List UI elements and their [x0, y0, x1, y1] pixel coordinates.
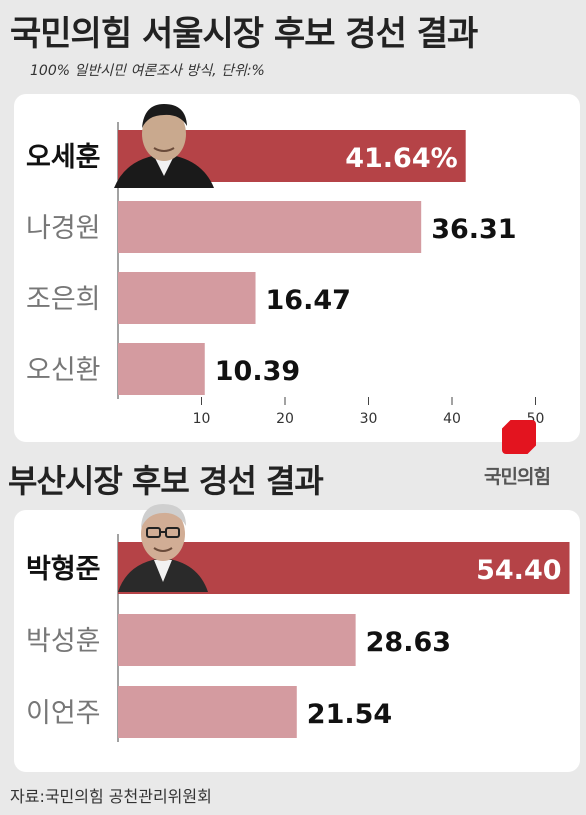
category-label: 박성훈 [26, 626, 101, 657]
park-hyungjoon-photo [118, 504, 208, 592]
bar [118, 201, 422, 253]
value-label: 54.40 [476, 555, 561, 586]
x-tick-label: 40 [443, 411, 461, 427]
category-label: 나경원 [26, 213, 101, 244]
bar [118, 272, 256, 324]
value-label: 10.39 [215, 356, 300, 387]
seoul-panel: 오세훈 41.64% 나경원 36.31 조은희 16.47 오신환 10.39 10 20 30 4… [14, 94, 580, 488]
bar [118, 343, 205, 395]
oh-sehoon-photo [114, 104, 214, 188]
value-label: 28.63 [366, 627, 451, 658]
seoul-chart: 오세훈 41.64% 나경원 36.31 조은희 16.47 오신환 10.39 10 20 30 4… [26, 122, 544, 427]
busan-chart-title: 부산시장 후보 경선 결과 [8, 462, 324, 500]
x-tick-label: 10 [193, 411, 211, 427]
ppp-logo-text: 국민의힘 [484, 466, 551, 488]
source-note: 자료:국민의힘 공천관리위원회 [10, 787, 212, 806]
category-label: 박형준 [26, 554, 101, 585]
chart-title: 국민의힘 서울시장 후보 경선 결과 [10, 14, 478, 54]
busan-chart: 박형준 54.40 박성훈 28.63 이언주 21.54 [26, 534, 570, 742]
bar [118, 614, 356, 666]
category-label: 이언주 [26, 698, 101, 729]
x-tick-label: 30 [360, 411, 378, 427]
value-label: 21.54 [307, 699, 392, 730]
bar [118, 686, 297, 738]
category-label: 오신환 [26, 355, 101, 386]
value-label: 41.64% [345, 143, 457, 174]
category-label: 조은희 [26, 284, 101, 315]
busan-panel: 박형준 54.40 박성훈 28.63 이언주 21.54 [14, 510, 580, 772]
ppp-logo-icon [502, 420, 536, 454]
value-label: 36.31 [431, 214, 516, 245]
category-label: 오세훈 [26, 142, 101, 173]
chart-subtitle: 100% 일반시민 여론조사 방식, 단위:% [30, 63, 265, 79]
ppp-logo: 국민의힘 [472, 420, 562, 490]
x-tick-label: 20 [276, 411, 294, 427]
value-label: 16.47 [266, 285, 351, 316]
